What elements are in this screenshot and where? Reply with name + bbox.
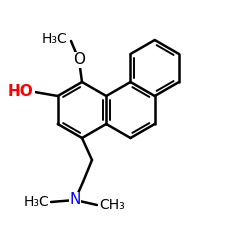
- Text: HO: HO: [8, 84, 34, 100]
- Text: CH₃: CH₃: [99, 198, 125, 212]
- Text: H₃C: H₃C: [41, 32, 67, 46]
- Text: O: O: [73, 52, 85, 68]
- Text: H₃C: H₃C: [23, 195, 49, 209]
- Text: N: N: [69, 192, 81, 208]
